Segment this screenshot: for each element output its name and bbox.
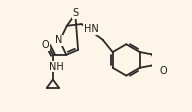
Text: O: O [159,66,167,76]
Text: NH: NH [49,62,63,72]
Text: N: N [55,35,62,45]
Text: O: O [42,40,49,50]
Text: S: S [73,8,79,18]
Text: HN: HN [84,24,98,34]
